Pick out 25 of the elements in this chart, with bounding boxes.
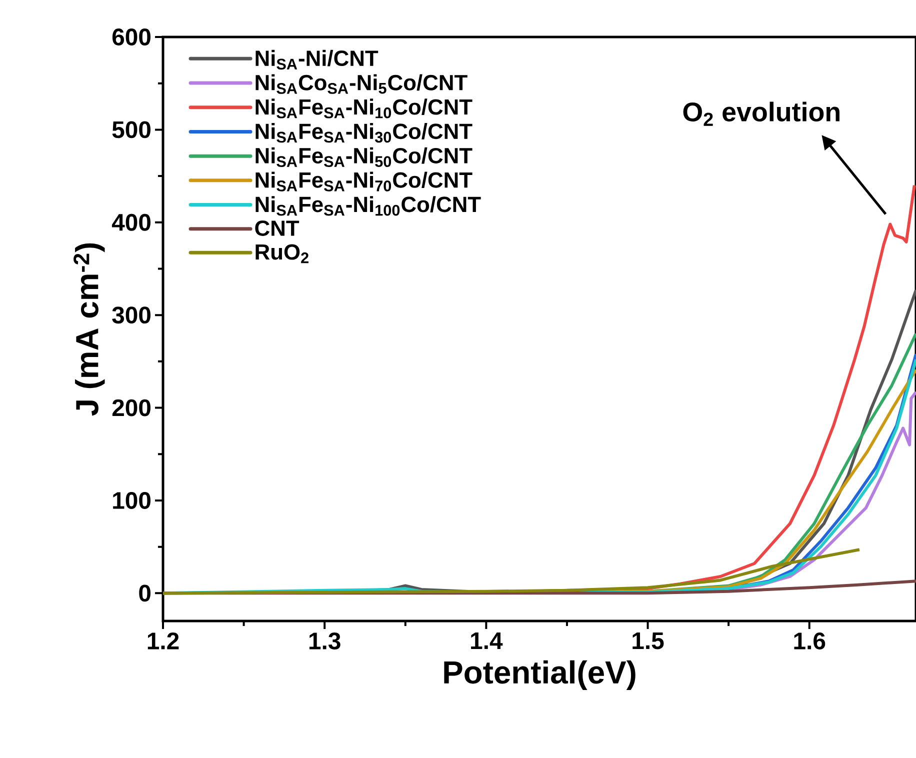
y-axis-title: J (mA cm$^{-2}$)	[74, 243, 105, 416]
legend-label: Ni$_{SA}$Co$_{SA}$-Ni$_{5}$Co/CNT	[256, 74, 468, 94]
x-tick-label: 1.6	[794, 632, 826, 650]
x-tick-label: 1.2	[148, 632, 179, 650]
y-tick-label: 400	[112, 214, 150, 231]
legend-label: RuO$_{2}$	[256, 244, 308, 264]
legend-label: Ni$_{SA}$Fe$_{SA}$-Ni$_{70}$Co/CNT	[256, 172, 472, 192]
y-tick-label: 300	[112, 306, 150, 324]
x-axis-title: Potential(eV)	[444, 660, 636, 690]
line-series	[163, 548, 861, 595]
legend-label: Ni$_{SA}$Fe$_{SA}$-Ni$_{10}$Co/CNT	[256, 98, 472, 118]
y-tick-label: 100	[113, 492, 150, 509]
x-tick-label: 1.3	[309, 632, 340, 650]
y-tick-label: 200	[112, 399, 150, 416]
legend-label: Ni$_{SA}$-Ni/CNT	[256, 50, 378, 70]
x-tick-label: 1.4	[471, 632, 503, 649]
y-tick-label: 500	[112, 121, 150, 138]
annotation: O$_{2}$ evolution	[683, 102, 840, 126]
y-tick-label: 600	[112, 28, 150, 46]
legend-label: Ni$_{SA}$Fe$_{SA}$-Ni$_{100}$Co/CNT	[256, 196, 481, 216]
legend-label: Ni$_{SA}$Fe$_{SA}$-Ni$_{30}$Co/CNT	[256, 123, 472, 143]
x-tick-label: 1.5	[632, 632, 664, 650]
legend-label: Ni$_{SA}$Fe$_{SA}$-Ni$_{50}$Co/CNT	[256, 147, 472, 168]
legend-label: CNT	[255, 220, 300, 236]
y-tick-label: 0	[139, 584, 150, 602]
